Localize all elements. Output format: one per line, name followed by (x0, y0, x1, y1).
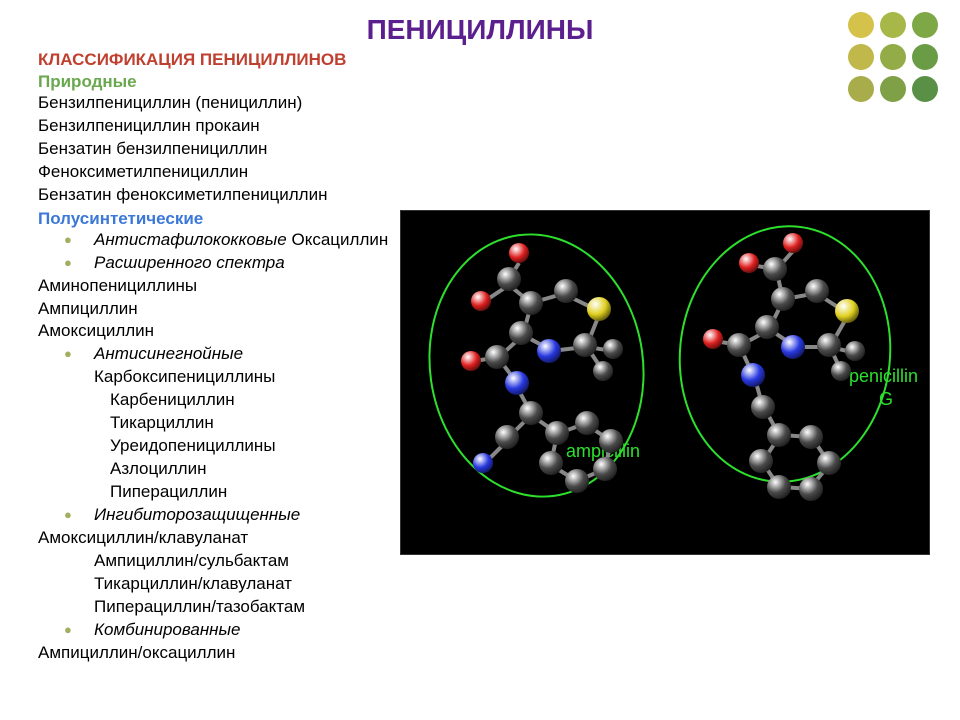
atom (575, 411, 599, 435)
natural-item: Бензатин бензилпенициллин (0, 138, 960, 161)
atom (741, 363, 765, 387)
combined-head: Комбинированные (0, 619, 960, 642)
atom (751, 395, 775, 419)
atom (587, 297, 611, 321)
atom (767, 423, 791, 447)
atom (554, 279, 578, 303)
atom (509, 243, 529, 263)
atom (783, 233, 803, 253)
atom (603, 339, 623, 359)
natural-head: Природные (0, 72, 960, 92)
molecule-oval (412, 219, 662, 511)
atom (845, 341, 865, 361)
inhibitor-item: Тикарциллин/клавуланат (0, 573, 960, 596)
natural-item: Бензатин феноксиметилпенициллин (0, 184, 960, 207)
combined-label: Комбинированные (94, 620, 241, 639)
atom (519, 401, 543, 425)
atom (461, 351, 481, 371)
inhibitor-item: Пиперациллин/тазобактам (0, 596, 960, 619)
atom (767, 475, 791, 499)
atom (473, 453, 493, 473)
atom (471, 291, 491, 311)
classification-subtitle: КЛАССИФИКАЦИЯ ПЕНИЦИЛЛИНОВ (0, 50, 960, 70)
atom (763, 257, 787, 281)
atom (781, 335, 805, 359)
atom (497, 267, 521, 291)
molecule-label: G (879, 389, 893, 410)
atom (835, 299, 859, 323)
atom (817, 451, 841, 475)
antipseudomonal-label: Антисинегнойные (94, 344, 243, 363)
atom (749, 449, 773, 473)
combined-item: Ампициллин/оксациллин (0, 642, 960, 665)
inhibitor-protected-label: Ингибиторозащищенные (94, 505, 300, 524)
atom (771, 287, 795, 311)
atom (505, 371, 529, 395)
atom (593, 361, 613, 381)
atom (565, 469, 589, 493)
atom (495, 425, 519, 449)
atom (799, 477, 823, 501)
atom (545, 421, 569, 445)
atom (831, 361, 851, 381)
molecule-label: penicillin (849, 366, 918, 387)
logo-dots (848, 12, 938, 102)
atom (739, 253, 759, 273)
atom (537, 339, 561, 363)
natural-item: Бензилпенициллин прокаин (0, 115, 960, 138)
atom (599, 429, 623, 453)
atom (539, 451, 563, 475)
atom (817, 333, 841, 357)
atom (799, 425, 823, 449)
atom (573, 333, 597, 357)
atom (703, 329, 723, 349)
atom (509, 321, 533, 345)
molecule-image: ampicillinpenicillinG (400, 210, 930, 555)
page-title: ПЕНИЦИЛЛИНЫ (0, 0, 960, 50)
atom (727, 333, 751, 357)
natural-item: Бензилпенициллин (пенициллин) (0, 92, 960, 115)
natural-item: Феноксиметилпенициллин (0, 161, 960, 184)
atom (519, 291, 543, 315)
atom (755, 315, 779, 339)
atom (593, 457, 617, 481)
atom (485, 345, 509, 369)
atom (805, 279, 829, 303)
